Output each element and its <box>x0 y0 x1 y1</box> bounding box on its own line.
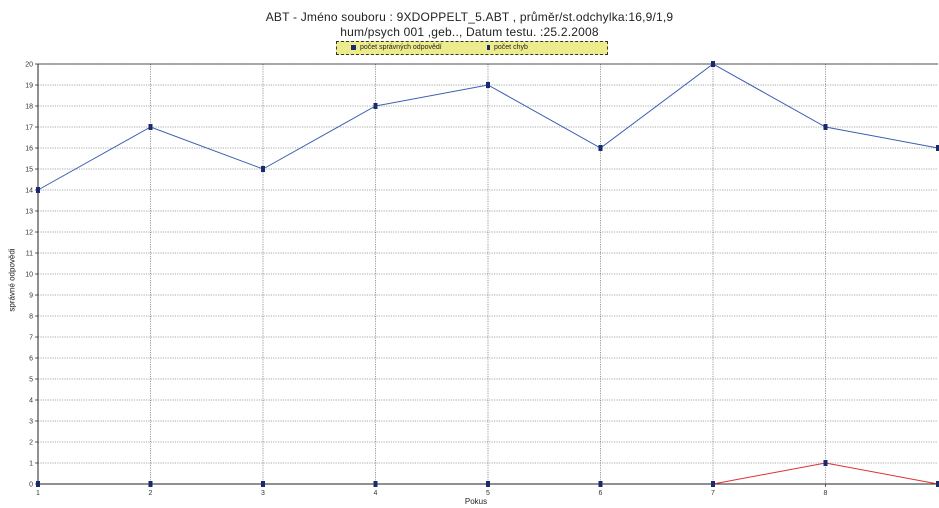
legend-label-errors: počet chyb <box>494 44 528 51</box>
y-tick-label: 14 <box>25 188 33 195</box>
series-errors-point <box>823 460 828 466</box>
y-tick-label: 13 <box>25 209 33 216</box>
y-tick-label: 9 <box>29 293 33 300</box>
y-tick-label: 10 <box>25 272 33 279</box>
x-axis-label: Pokus <box>464 497 488 506</box>
chart-subtitle: hum/psych 001 ,geb.., Datum testu. :25.2… <box>340 25 599 39</box>
y-tick-label: 3 <box>29 419 33 426</box>
series-errors-line <box>825 462 939 485</box>
x-tick-label: 6 <box>599 490 603 497</box>
series-correct-point <box>823 124 828 130</box>
y-tick-label: 7 <box>29 335 33 342</box>
x-tick-label: 1 <box>36 490 40 497</box>
y-tick-label: 1 <box>29 461 33 468</box>
series-correct-point <box>711 61 715 67</box>
series-errors-point <box>936 481 939 487</box>
x-tick-label: 2 <box>149 490 153 497</box>
series-correct-point <box>598 145 603 151</box>
y-tick-label: 12 <box>25 230 33 237</box>
series-correct-point <box>261 166 265 172</box>
series-errors-point <box>373 481 378 487</box>
series-errors-point <box>711 481 715 487</box>
series-errors-line <box>712 462 826 485</box>
legend-label-correct: počet správných odpovědí <box>360 44 442 51</box>
series-errors-point <box>148 481 153 487</box>
series-errors-point <box>598 481 603 487</box>
y-tick-label: 6 <box>29 356 33 363</box>
legend-marker-errors <box>487 44 490 50</box>
x-tick-label: 5 <box>486 490 490 497</box>
y-tick-label: 4 <box>29 398 33 405</box>
legend-item-correct: počet správných odpovědí <box>351 42 442 54</box>
series-errors-point <box>261 481 265 487</box>
legend-marker-correct <box>351 44 356 50</box>
series-correct-point <box>486 82 490 88</box>
y-tick-label: 8 <box>29 314 33 321</box>
x-tick-label: 8 <box>824 490 828 497</box>
chart-title: ABT - Jméno souboru : 9XDOPPELT_5.ABT , … <box>265 10 674 24</box>
series-errors-point <box>36 481 40 487</box>
y-tick-label: 19 <box>25 83 33 90</box>
y-tick-label: 18 <box>25 104 33 111</box>
x-tick-label: 7 <box>711 490 715 497</box>
x-tick-label: 4 <box>374 490 378 497</box>
y-tick-label: 17 <box>25 125 33 132</box>
y-tick-label: 16 <box>25 146 33 153</box>
series-errors-point <box>486 481 490 487</box>
y-tick-label: 20 <box>25 62 33 69</box>
legend: počet správných odpovědí počet chyb <box>336 41 608 55</box>
series-correct-point <box>373 103 378 109</box>
y-tick-label: 15 <box>25 167 33 174</box>
y-tick-label: 5 <box>29 377 33 384</box>
series-correct-point <box>148 124 153 130</box>
y-tick-label: 0 <box>29 482 33 489</box>
y-tick-label: 11 <box>26 251 33 258</box>
legend-item-errors: počet chyb <box>487 42 528 54</box>
y-tick-label: 2 <box>29 440 33 447</box>
series-correct-point <box>936 145 939 151</box>
x-tick-label: 3 <box>261 490 265 497</box>
series-correct-point <box>36 187 40 193</box>
